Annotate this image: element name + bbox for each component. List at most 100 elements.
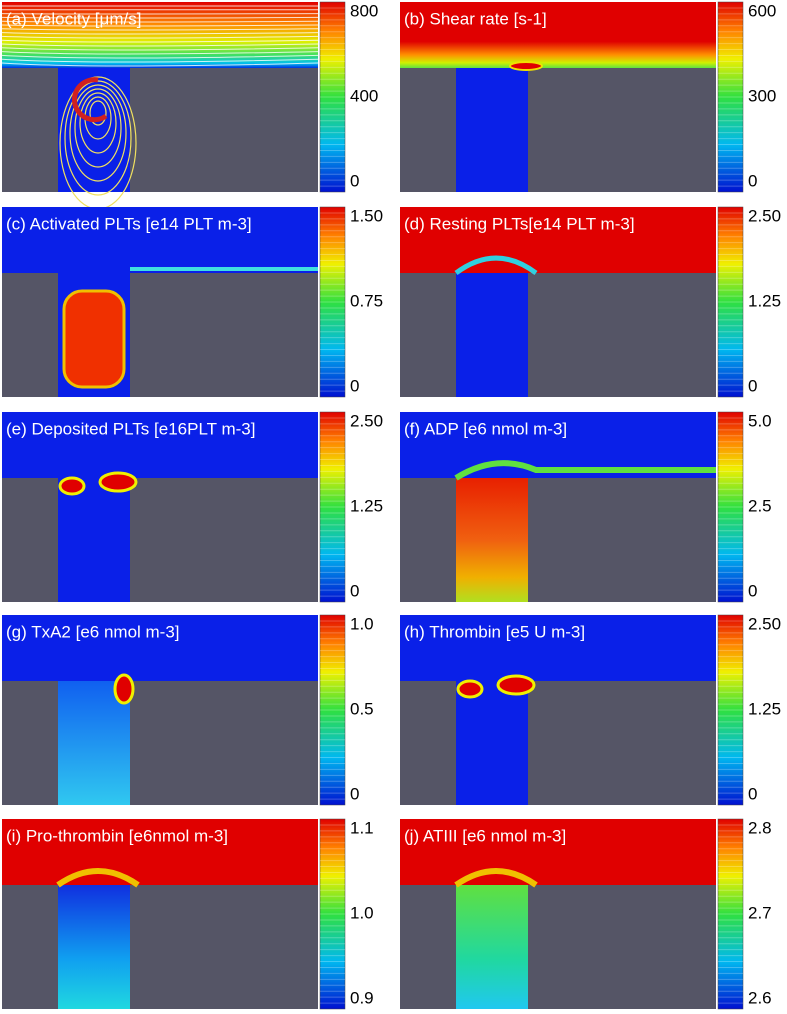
colorbar [717,1,744,193]
channel [400,2,716,68]
streamline [1,54,319,59]
panel: (e) Deposited PLTs [e16PLT m-3] 2.50 1.25 0 [2,411,383,603]
streamline [1,16,319,19]
colorbar-label: 1.25 [748,291,781,310]
dip [56,868,140,888]
colorbar-label: 2.6 [748,988,772,1007]
colorbar-label: 0 [748,784,757,803]
colorbar-label: 0 [350,376,359,395]
blob [58,476,86,496]
cavity [58,885,130,1009]
panel-title: (d) Resting PLTs[e14 PLT m-3] [404,214,635,233]
panel-title: (b) Shear rate [s-1] [404,9,547,28]
panel: (b) Shear rate [s-1] 600 300 0 [400,1,776,193]
streamline [1,62,319,67]
blob [98,471,138,493]
channel [2,615,318,681]
streamline [1,32,319,35]
colorbar [717,206,744,398]
colorbar-label: 0.5 [350,699,374,718]
blob [113,673,135,705]
colorbar-label: 800 [350,1,378,20]
colorbar-label: 0 [350,581,359,600]
streamline [1,58,319,63]
channel [400,819,716,885]
colorbar [717,411,744,603]
blob [496,674,536,696]
colorbar [717,614,744,806]
colorbar [717,818,744,1010]
vortex [74,88,122,168]
colorbar-label: 2.50 [350,411,383,430]
panel-title: (i) Pro-thrombin [e6nmol m-3] [6,826,228,845]
vortex [79,92,117,154]
vortex [69,84,127,182]
colorbar-label: 600 [748,1,776,20]
channel [2,412,318,478]
channel [400,615,716,681]
streamline [1,43,319,47]
dip [454,868,538,888]
colorbar-label: 2.50 [748,614,781,633]
colorbar [319,614,346,806]
colorbar-label: 2.7 [748,903,772,922]
panel: (a) Velocity [μm/s] 800 400 0 [1,1,378,210]
dip [454,255,538,276]
streamline [1,35,319,39]
panel: (j) ATIII [e6 nmol m-3] 2.8 2.7 2.6 [400,818,772,1010]
channel [400,207,716,273]
panel: (g) TxA2 [e6 nmol m-3] 1.0 0.5 0 [2,614,374,806]
streamline [1,39,319,43]
colorbar-label: 1.0 [350,614,374,633]
colorbar-label: 1.1 [350,818,374,837]
panel-title: (f) ADP [e6 nmol m-3] [404,419,567,438]
streamline [1,51,319,55]
colorbar [319,818,346,1010]
vortex-arrow [71,77,108,123]
colorbar-label: 1.25 [748,699,781,718]
colorbar-label: 1.50 [350,206,383,225]
channel [2,207,318,273]
colorbar-label: 2.5 [748,496,772,515]
colorbar-label: 0 [350,784,359,803]
colorbar-label: 1.25 [350,496,383,515]
colorbar [319,206,346,398]
vortex [64,80,132,196]
cavity [456,885,528,1009]
panel-title: (g) TxA2 [e6 nmol m-3] [6,622,180,641]
colorbar-label: 5.0 [748,411,772,430]
colorbar-label: 0.9 [350,988,374,1007]
colorbar-label: 0.75 [350,291,383,310]
hotspot [509,61,543,71]
panel-title: (c) Activated PLTs [e14 PLT m-3] [6,214,252,233]
colorbar [319,1,346,193]
streamline [1,20,319,23]
colorbar-label: 400 [350,86,378,105]
streamline [1,28,319,31]
colorbar-label: 0 [748,581,757,600]
panel: (i) Pro-thrombin [e6nmol m-3] 1.1 1.0 0.9 [2,818,374,1010]
panel-title: (h) Thrombin [e5 U m-3] [404,622,585,641]
blob [62,289,126,389]
streamline [1,24,319,27]
streamline [1,47,319,51]
panel: (c) Activated PLTs [e14 PLT m-3] 1.50 0.75… [2,206,383,398]
colorbar-label: 0 [748,171,757,190]
vortex [89,100,107,126]
colorbar-label: 1.0 [350,903,374,922]
panel: (d) Resting PLTs[e14 PLT m-3] 2.50 1.25 0 [400,206,781,398]
panel: (f) ADP [e6 nmol m-3] 5.0 2.5 0 [400,411,772,603]
cavity [456,68,528,192]
cavity [58,68,130,192]
colorbar-label: 2.50 [748,206,781,225]
colorbar-label: 0 [350,171,359,190]
panel-title: (e) Deposited PLTs [e16PLT m-3] [6,419,255,438]
channel [2,819,318,885]
panel: (h) Thrombin [e5 U m-3] 2.50 1.25 0 [400,614,781,806]
panel-title: (j) ATIII [e6 nmol m-3] [404,826,566,845]
cavity [456,478,528,602]
streak [454,460,716,481]
colorbar-label: 0 [748,376,757,395]
blob [456,679,484,699]
